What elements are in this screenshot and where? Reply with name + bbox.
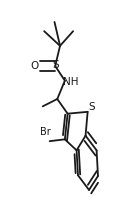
Text: Br: Br [40, 127, 51, 137]
Text: NH: NH [63, 77, 79, 87]
Text: O: O [30, 61, 38, 71]
Text: S: S [89, 102, 95, 112]
Text: S: S [52, 60, 59, 70]
